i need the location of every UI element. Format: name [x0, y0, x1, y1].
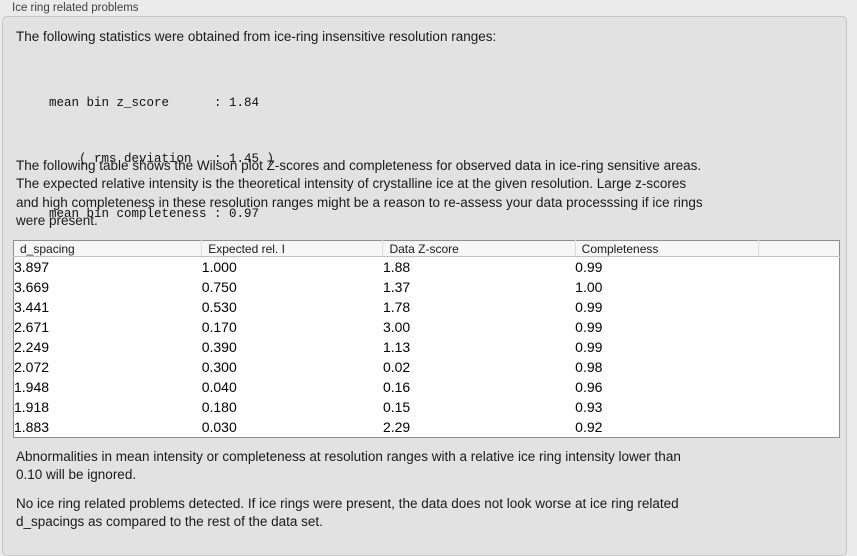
stat-line: mean bin completeness : 0.97 — [49, 207, 260, 221]
cell-empty — [758, 357, 839, 377]
cell-d-spacing: 2.072 — [14, 359, 50, 375]
cell-d-spacing: 1.918 — [14, 399, 50, 415]
cell-d-spacing: 1.948 — [14, 379, 50, 395]
table-header-row: d_spacing Expected rel. I Data Z-score C… — [13, 240, 840, 257]
cell-completeness: 0.99 — [575, 299, 603, 315]
cell-d-spacing: 3.669 — [14, 279, 50, 295]
stat-line: mean bin z_score : 1.84 — [49, 96, 260, 110]
cell-empty — [758, 377, 839, 397]
column-header-data-z-score[interactable]: Data Z-score — [382, 240, 576, 257]
cell-completeness: 0.93 — [575, 399, 603, 415]
column-header-expected-rel-i[interactable]: Expected rel. I — [201, 240, 384, 257]
cell-data-z-score: 0.15 — [382, 399, 411, 415]
table-row[interactable]: 3.669 0.750 1.37 1.00 — [14, 277, 840, 297]
cell-expected-rel-i: 0.530 — [201, 299, 237, 315]
cell-completeness: 0.99 — [575, 259, 603, 275]
panel-title: Ice ring related problems — [12, 2, 139, 14]
table-row[interactable]: 2.249 0.390 1.13 0.99 — [14, 337, 840, 357]
table-row[interactable]: 3.897 1.000 1.88 0.99 — [14, 257, 840, 278]
table-row[interactable]: 2.072 0.300 0.02 0.98 — [14, 357, 840, 377]
cell-d-spacing: 3.441 — [14, 299, 50, 315]
ice-ring-table-body: 3.897 1.000 1.88 0.99 3.669 0.750 1.37 1… — [14, 257, 840, 438]
cell-data-z-score: 1.13 — [382, 339, 411, 355]
table-row[interactable]: 3.441 0.530 1.78 0.99 — [14, 297, 840, 317]
cell-empty — [758, 417, 839, 438]
cell-data-z-score: 2.29 — [382, 419, 411, 435]
cell-completeness: 0.99 — [575, 339, 603, 355]
cell-completeness: 0.99 — [575, 319, 603, 335]
table-row[interactable]: 1.883 0.030 2.29 0.92 — [14, 417, 840, 438]
cell-data-z-score: 0.02 — [382, 359, 411, 375]
cell-completeness: 0.92 — [575, 419, 603, 435]
ignore-note: Abnormalities in mean intensity or compl… — [16, 448, 681, 485]
cell-expected-rel-i: 0.750 — [201, 279, 237, 295]
cell-data-z-score: 1.88 — [382, 259, 411, 275]
description-line: were present. — [16, 212, 98, 228]
cell-expected-rel-i: 1.000 — [201, 259, 237, 275]
cell-d-spacing: 3.897 — [14, 259, 50, 275]
cell-empty — [758, 257, 839, 278]
result-note-line: No ice ring related problems detected. I… — [16, 496, 679, 511]
cell-d-spacing: 1.883 — [14, 419, 50, 435]
ignore-note-line: Abnormalities in mean intensity or compl… — [16, 449, 681, 464]
result-note: No ice ring related problems detected. I… — [16, 495, 679, 532]
cell-data-z-score: 0.16 — [382, 379, 411, 395]
cell-data-z-score: 1.78 — [382, 299, 411, 315]
cell-d-spacing: 2.671 — [14, 319, 50, 335]
description-text: The following table shows the Wilson plo… — [16, 157, 703, 230]
cell-expected-rel-i: 0.030 — [201, 419, 237, 435]
cell-empty — [758, 397, 839, 417]
stat-line: ( rms deviation : 1.45 ) — [49, 151, 275, 166]
column-header-completeness[interactable]: Completeness — [575, 240, 759, 257]
column-header-empty[interactable] — [758, 240, 840, 257]
cell-empty — [758, 277, 839, 297]
cell-empty — [758, 317, 839, 337]
cell-completeness: 0.98 — [575, 359, 603, 375]
description-line: and high completeness in these resolutio… — [16, 194, 703, 210]
table-row[interactable]: 1.948 0.040 0.16 0.96 — [14, 377, 840, 397]
cell-expected-rel-i: 0.040 — [201, 379, 237, 395]
ignore-note-line: 0.10 will be ignored. — [16, 467, 137, 483]
cell-expected-rel-i: 0.170 — [201, 319, 237, 335]
cell-empty — [758, 297, 839, 317]
cell-completeness: 1.00 — [575, 279, 603, 295]
table-row[interactable]: 2.671 0.170 3.00 0.99 — [14, 317, 840, 337]
cell-empty — [758, 337, 839, 357]
table-row[interactable]: 1.918 0.180 0.15 0.93 — [14, 397, 840, 417]
cell-data-z-score: 3.00 — [382, 319, 411, 335]
description-line: The expected relative intensity is the t… — [16, 176, 687, 192]
column-header-d-spacing[interactable]: d_spacing — [13, 240, 203, 257]
description-line: The following table shows the Wilson plo… — [16, 158, 702, 173]
cell-data-z-score: 1.37 — [382, 279, 411, 295]
cell-expected-rel-i: 0.300 — [201, 359, 237, 375]
cell-expected-rel-i: 0.390 — [201, 339, 237, 355]
cell-expected-rel-i: 0.180 — [201, 399, 237, 415]
intro-text: The following statistics were obtained f… — [16, 29, 497, 44]
cell-completeness: 0.96 — [575, 379, 603, 395]
ice-ring-table: d_spacing Expected rel. I Data Z-score C… — [13, 240, 840, 438]
cell-d-spacing: 2.249 — [14, 339, 50, 355]
result-note-line: d_spacings as compared to the rest of th… — [16, 514, 323, 530]
